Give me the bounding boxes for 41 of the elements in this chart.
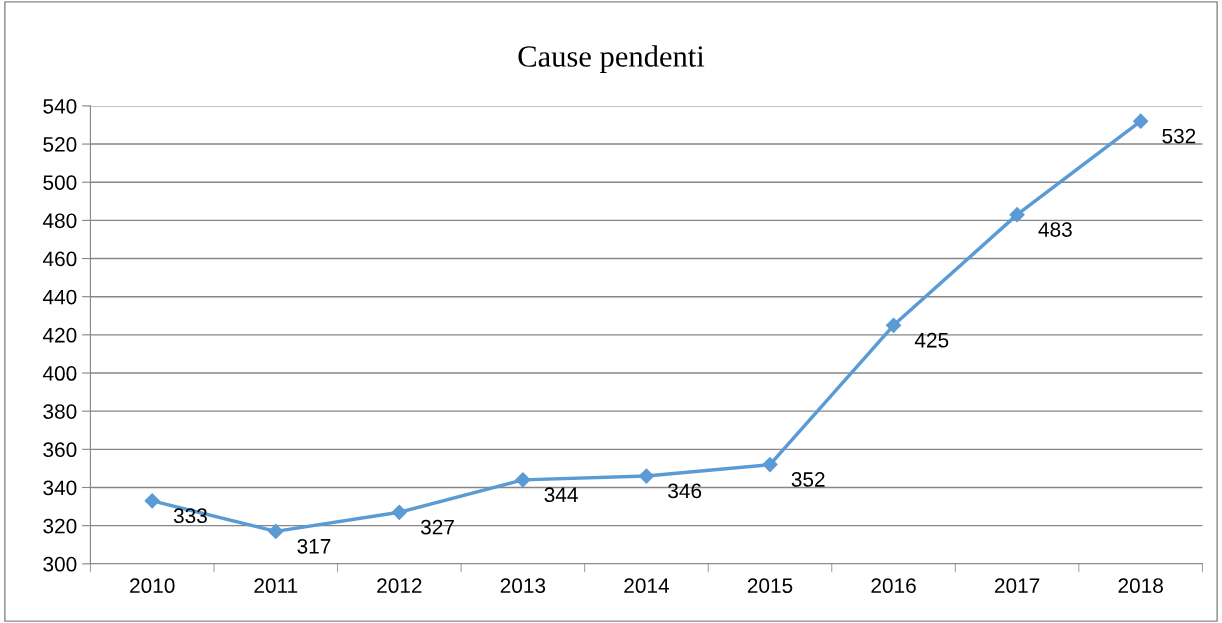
point bbox=[268, 523, 284, 539]
x-tick-label: 2014 bbox=[624, 578, 669, 594]
y-tick-label: 480 bbox=[42, 213, 77, 229]
point bbox=[391, 504, 407, 520]
x-tick-label: 2011 bbox=[254, 578, 298, 594]
point bbox=[144, 493, 160, 509]
y-tick-label: 400 bbox=[42, 366, 77, 381]
y-tick-label: 520 bbox=[43, 137, 77, 152]
y-tick-label: 340 bbox=[43, 480, 77, 496]
y-tick-label: 460 bbox=[42, 251, 77, 267]
x-tick-label: 2015 bbox=[747, 578, 793, 594]
point bbox=[1133, 113, 1149, 129]
y-tick-label: 320 bbox=[43, 518, 77, 534]
x-tick-label: 2012 bbox=[377, 578, 422, 594]
y-tick-label: 500 bbox=[43, 175, 77, 190]
x-tick-label: 2013 bbox=[500, 578, 546, 594]
data-label: 532 bbox=[1162, 128, 1196, 144]
x-tick-label: 2017 bbox=[994, 578, 1040, 594]
data-label: 346 bbox=[668, 483, 702, 499]
y-tick-label: 360 bbox=[43, 442, 77, 458]
point bbox=[638, 468, 655, 484]
x-tick-label: 2010 bbox=[130, 578, 175, 594]
point bbox=[515, 472, 531, 488]
data-label: 352 bbox=[791, 472, 825, 487]
data-label: 483 bbox=[1038, 222, 1072, 237]
y-tick-label: 300 bbox=[43, 556, 77, 572]
x-tick-label: 2018 bbox=[1118, 578, 1163, 594]
data-label: 425 bbox=[914, 332, 949, 348]
data-label: 333 bbox=[173, 508, 207, 524]
y-tick-label: 420 bbox=[42, 327, 77, 343]
data-label: 317 bbox=[297, 538, 331, 554]
y-tick-label: 540 bbox=[43, 98, 77, 114]
point bbox=[762, 457, 778, 473]
data-label: 344 bbox=[544, 487, 578, 503]
y-tick-label: 380 bbox=[43, 404, 77, 419]
y-tick-label: 440 bbox=[42, 289, 77, 305]
point bbox=[1009, 207, 1025, 223]
x-tick-label: 2016 bbox=[871, 578, 916, 594]
data-label: 327 bbox=[420, 519, 454, 535]
point bbox=[885, 317, 902, 333]
chart-title: Cause pendenti bbox=[518, 45, 705, 74]
